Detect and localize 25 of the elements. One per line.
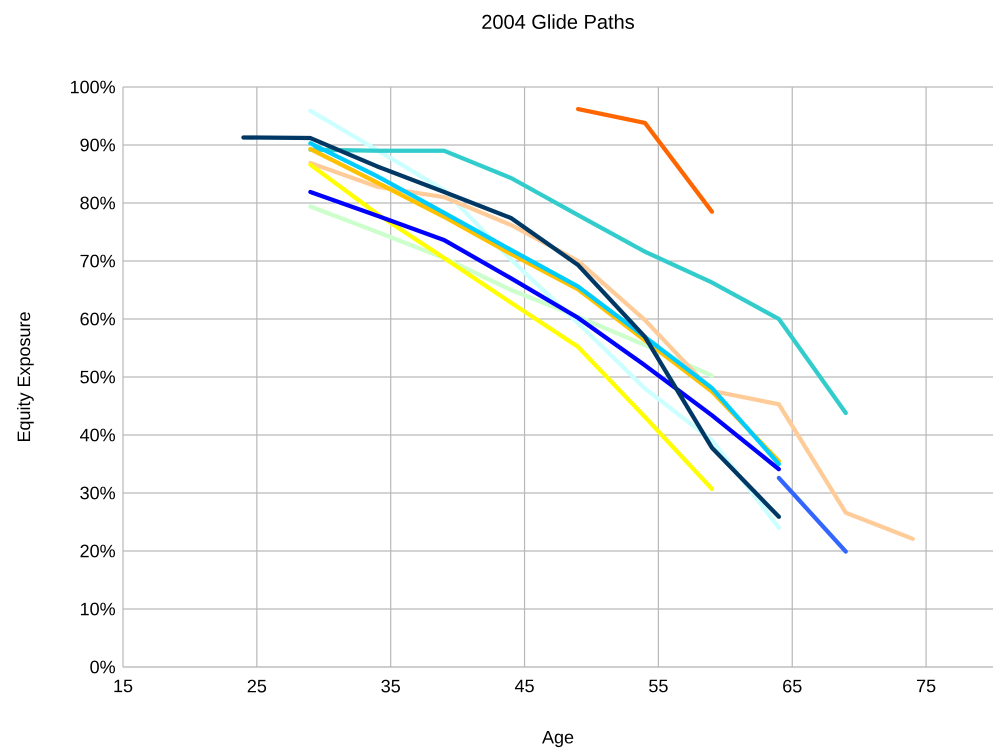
y-tick-label: 60%	[80, 312, 115, 326]
x-tick-label: 75	[916, 680, 936, 692]
y-tick-label: 40%	[80, 428, 115, 442]
y-axis-title: Equity Exposure	[16, 312, 34, 442]
chart-title: 2004 Glide Paths	[482, 14, 634, 29]
x-tick-label: 35	[381, 680, 400, 692]
x-tick-label: 55	[649, 680, 668, 692]
y-tick-label: 70%	[80, 254, 115, 268]
y-tick-label: 90%	[80, 138, 115, 152]
y-tick-label: 10%	[80, 602, 115, 616]
x-axis-title: Age	[542, 730, 574, 748]
y-tick-label: 20%	[80, 544, 115, 558]
y-tick-label: 50%	[80, 370, 115, 384]
x-tick-label: 45	[514, 680, 534, 692]
x-tick-label: 65	[783, 680, 802, 692]
y-tick-label: 30%	[80, 486, 115, 500]
line-series	[308, 190, 781, 472]
x-tick-label: 15	[114, 680, 132, 692]
y-tick-label: 100%	[70, 80, 115, 94]
y-tick-label: 0%	[90, 660, 115, 674]
line-series	[241, 135, 781, 519]
line-series	[308, 148, 848, 416]
x-tick-label: 25	[248, 680, 266, 692]
y-tick-label: 80%	[80, 196, 115, 210]
line-series	[308, 162, 714, 492]
